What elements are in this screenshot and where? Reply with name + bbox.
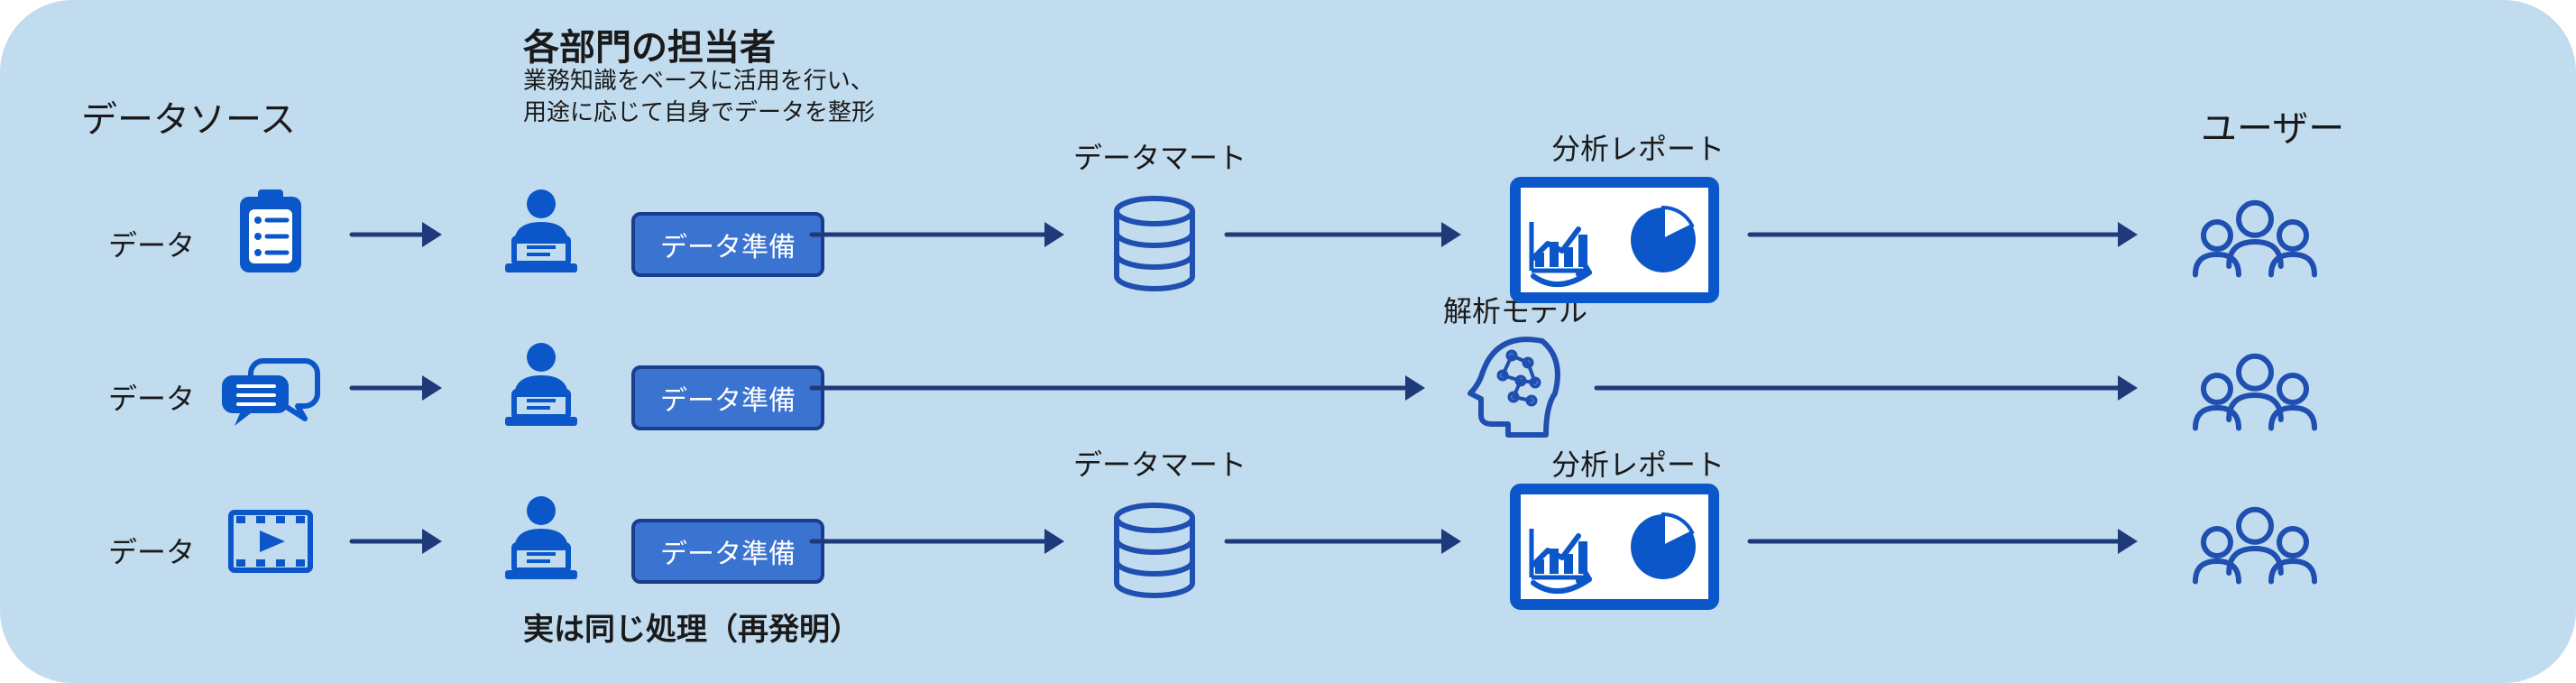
arrow-src-1 — [352, 375, 442, 401]
staff-subtitle: 業務知識をベースに活用を行い、 用途に応じて自身でデータを整形 — [523, 65, 875, 128]
arrow-prep-1 — [812, 375, 1425, 401]
report-heading-bottom: 分析レポート — [1551, 442, 1725, 484]
staff-at-laptop-icon — [505, 189, 577, 272]
datamart-heading-top: データマート — [1073, 135, 1247, 177]
arrow-src-2 — [352, 529, 442, 554]
chat-bubble-icon — [222, 361, 317, 426]
source-label-2: データ — [108, 530, 195, 571]
database-icon — [1117, 198, 1192, 289]
analysis-report-icon — [1515, 182, 1714, 298]
users-group-icon — [2195, 510, 2314, 582]
users-group-icon — [2195, 203, 2314, 275]
model-heading: 解析モデル — [1443, 289, 1587, 330]
prep-pill-0: データ準備 — [631, 212, 824, 277]
prep-pill-1: データ準備 — [631, 365, 824, 430]
users-group-icon — [2195, 356, 2314, 429]
ai-head-icon — [1470, 339, 1558, 435]
staff-at-laptop-icon — [505, 343, 577, 426]
arrow-report-0 — [1750, 222, 2138, 247]
prep-pill-2: データ準備 — [631, 519, 824, 584]
data-source-heading: データソース — [81, 90, 296, 143]
staff-title: 各部門の担当者 — [523, 18, 776, 70]
arrow-src-0 — [352, 222, 442, 247]
users-heading: ユーザー — [2201, 99, 2344, 152]
report-heading-top: 分析レポート — [1551, 126, 1725, 168]
arrow-report-2 — [1750, 529, 2138, 554]
film-reel-icon — [231, 512, 310, 570]
footer-reinvent: 実は同じ処理（再発明） — [523, 605, 860, 649]
arrow-db-2 — [1227, 529, 1461, 554]
staff-at-laptop-icon — [505, 496, 577, 579]
database-icon — [1117, 505, 1192, 595]
source-label-0: データ — [108, 223, 195, 264]
arrow-db-0 — [1227, 222, 1461, 247]
datamart-heading-bottom: データマート — [1073, 442, 1247, 484]
analysis-report-icon — [1515, 489, 1714, 605]
source-label-1: データ — [108, 376, 195, 418]
data-flow-diagram: データソース 各部門の担当者 業務知識をベースに活用を行い、 用途に応じて自身で… — [0, 0, 2576, 683]
clipboard-list-icon — [240, 189, 301, 272]
arrow-prep-2 — [812, 529, 1064, 554]
arrow-model-1 — [1596, 375, 2138, 401]
arrow-prep-0 — [812, 222, 1064, 247]
